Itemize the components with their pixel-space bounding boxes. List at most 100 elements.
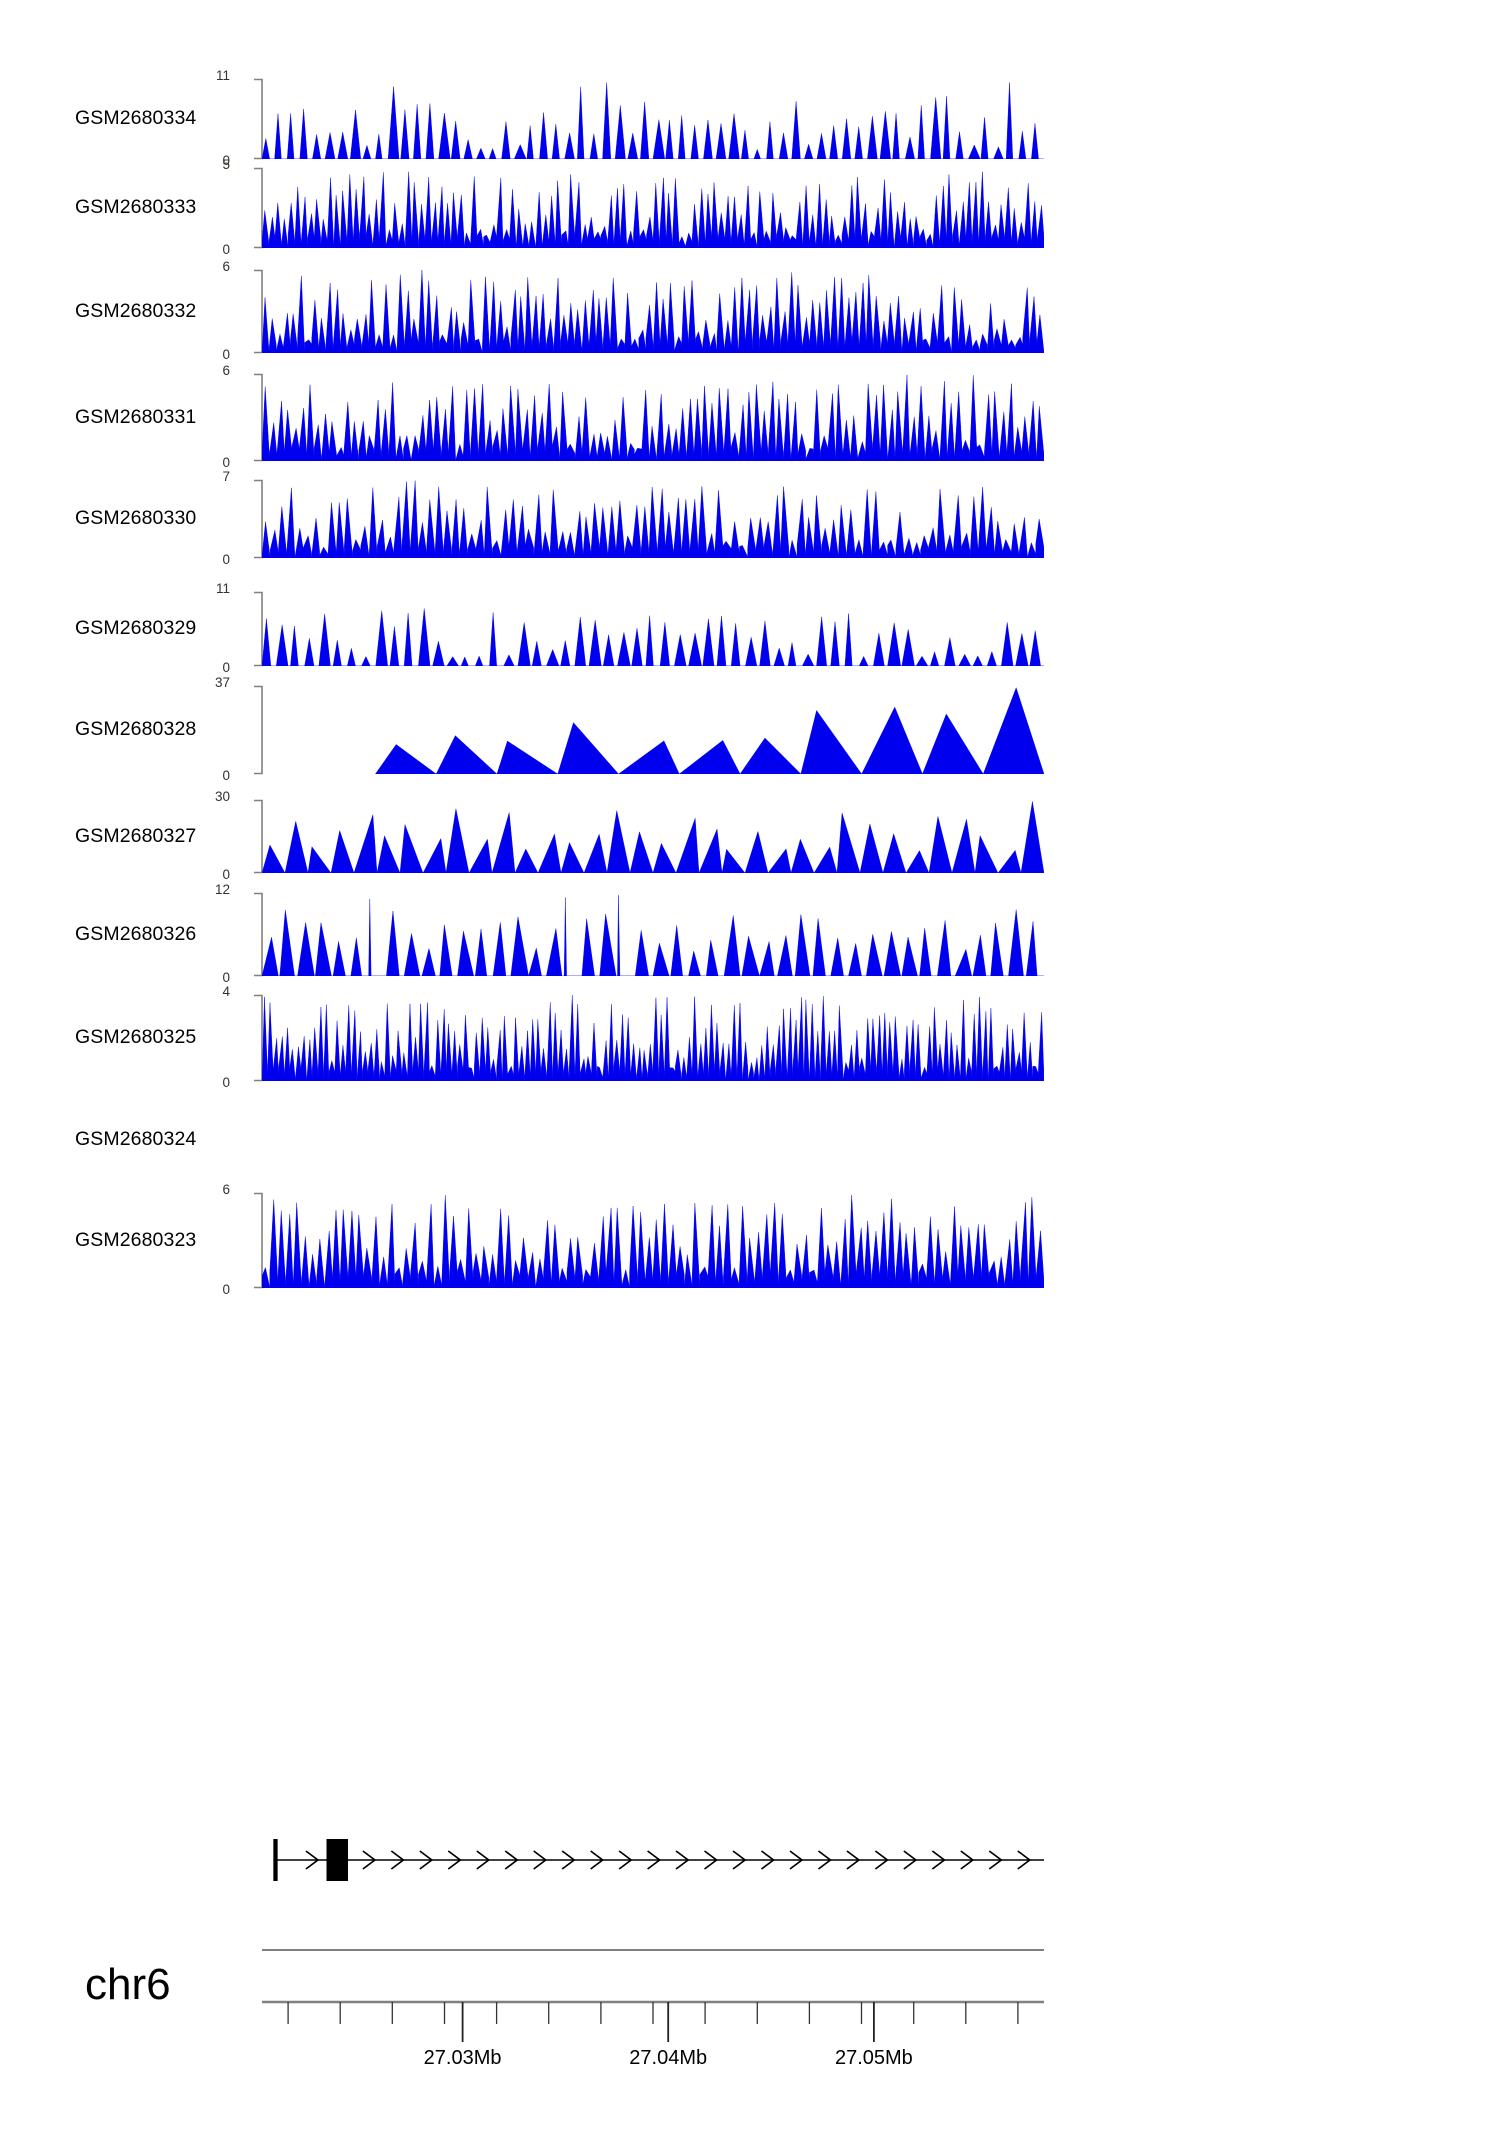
track-label: GSM2680329: [75, 617, 197, 639]
strand-arrow-icon: [647, 1850, 662, 1870]
strand-arrow-icon: [533, 1850, 548, 1870]
strand-arrow-icon: [931, 1850, 946, 1870]
strand-arrow-icon: [419, 1850, 434, 1870]
strand-arrow-icon: [590, 1850, 605, 1870]
y-axis-container: 12 0: [215, 882, 264, 985]
track-label: GSM2680323: [75, 1229, 197, 1251]
y-axis-min-label: 0: [222, 242, 230, 257]
strand-arrow-icon: [305, 1850, 320, 1870]
y-axis-max-label: 4: [222, 984, 230, 999]
coverage-track-gsm2680331: GSM2680331 6 0: [0, 363, 1500, 470]
axis-tick-label: 27.05Mb: [835, 2047, 913, 2069]
gene-exon: [326, 1839, 349, 1881]
y-axis-container: 11 0: [216, 68, 264, 168]
y-axis-min-label: 0: [222, 1075, 230, 1090]
track-y-axis: [232, 479, 264, 559]
track-y-axis: [232, 799, 264, 874]
strand-arrow-icon: [561, 1850, 576, 1870]
y-axis-max-label: 11: [215, 68, 230, 83]
track-y-axis: [232, 78, 264, 160]
coverage-plot: [262, 79, 1044, 159]
chromosome-label: chr6: [85, 1960, 171, 2009]
coverage-track-gsm2680332: GSM2680332 6 0: [0, 259, 1500, 362]
coverage-plot: [262, 270, 1044, 353]
y-axis-min-label: 0: [222, 768, 230, 783]
track-y-axis: [232, 373, 264, 462]
track-label: GSM2680325: [75, 1026, 197, 1048]
strand-arrow-icon: [846, 1850, 861, 1870]
coverage-track-gsm2680327: GSM2680327 30 0: [0, 789, 1500, 882]
coverage-track-gsm2680334: GSM2680334 11 0: [0, 68, 1500, 168]
y-axis-max-label: 6: [222, 363, 230, 378]
y-axis-max-label: 11: [215, 581, 230, 596]
coverage-track-gsm2680330: GSM2680330 7 0: [0, 469, 1500, 567]
gene-exon: [273, 1839, 278, 1881]
strand-arrow-icon: [476, 1850, 491, 1870]
track-y-axis: [232, 1192, 264, 1289]
strand-arrow-icon: [988, 1850, 1003, 1870]
track-label: GSM2680326: [75, 923, 197, 945]
strand-arrow-icon: [362, 1850, 377, 1870]
coverage-track-gsm2680333: GSM2680333 5 0: [0, 157, 1500, 257]
strand-arrow-icon: [504, 1850, 519, 1870]
coverage-plot: [262, 168, 1044, 248]
track-label: GSM2680334: [75, 107, 197, 129]
strand-arrow-icon: [675, 1850, 690, 1870]
y-axis-max-label: 12: [214, 882, 230, 897]
coverage-plot: [262, 800, 1044, 873]
y-axis-container: 11 0: [216, 581, 264, 675]
strand-arrow-icon: [447, 1850, 462, 1870]
gene-model-track: [262, 1815, 1044, 1905]
chromosome-ruler: 27.03Mb 27.04Mb 27.05Mb: [262, 1930, 1044, 2100]
y-axis-min-label: 0: [222, 552, 230, 567]
strand-arrow-icon: [760, 1850, 775, 1870]
track-y-axis: [232, 269, 264, 354]
coverage-track-gsm2680329: GSM2680329 11 0: [0, 581, 1500, 675]
track-y-axis: [232, 685, 264, 775]
y-axis-min-label: 0: [222, 660, 230, 675]
y-axis-max-label: 5: [222, 157, 230, 172]
axis-tick-label: 27.04Mb: [629, 2047, 707, 2069]
strand-arrow-icon: [817, 1850, 832, 1870]
coverage-plot: [262, 686, 1044, 774]
track-label: GSM2680328: [75, 718, 197, 740]
y-axis-max-label: 30: [214, 789, 230, 804]
coverage-track-gsm2680324: GSM2680324: [0, 1105, 1500, 1175]
track-label: GSM2680332: [75, 300, 197, 322]
track-label: GSM2680331: [75, 406, 197, 428]
y-axis-min-label: 0: [222, 1282, 230, 1297]
y-axis-min-label: 0: [222, 867, 230, 882]
strand-arrow-icon: [618, 1850, 633, 1870]
y-axis-container: 30 0: [215, 789, 264, 882]
track-y-axis: [232, 591, 264, 667]
strand-arrow-icon: [732, 1850, 747, 1870]
strand-arrow-icon: [390, 1850, 405, 1870]
track-label: GSM2680330: [75, 507, 197, 529]
coverage-plot: [262, 1193, 1044, 1288]
coverage-track-gsm2680323: GSM2680323 6 0: [0, 1182, 1500, 1297]
strand-arrow-icon: [960, 1850, 975, 1870]
coverage-plot: [262, 374, 1044, 461]
y-axis-min-label: 0: [222, 347, 230, 362]
y-axis-min-label: 0: [222, 153, 230, 168]
track-label: GSM2680327: [75, 825, 197, 847]
strand-arrow-icon: [704, 1850, 718, 1870]
coverage-track-gsm2680328: GSM2680328 37 0: [0, 675, 1500, 783]
strand-arrow-icon: [789, 1850, 804, 1870]
y-axis-max-label: 6: [222, 259, 230, 274]
coverage-plot: [262, 480, 1044, 558]
y-axis-container: 37 0: [215, 675, 264, 783]
coverage-plot: [262, 893, 1044, 976]
y-axis-max-label: 7: [222, 469, 230, 484]
y-axis-min-label: 0: [222, 970, 230, 985]
track-label: GSM2680324: [75, 1128, 197, 1150]
track-y-axis: [232, 994, 264, 1082]
y-axis-max-label: 37: [214, 675, 230, 690]
strand-arrow-icon: [1017, 1850, 1032, 1870]
coverage-plot: [262, 995, 1044, 1081]
